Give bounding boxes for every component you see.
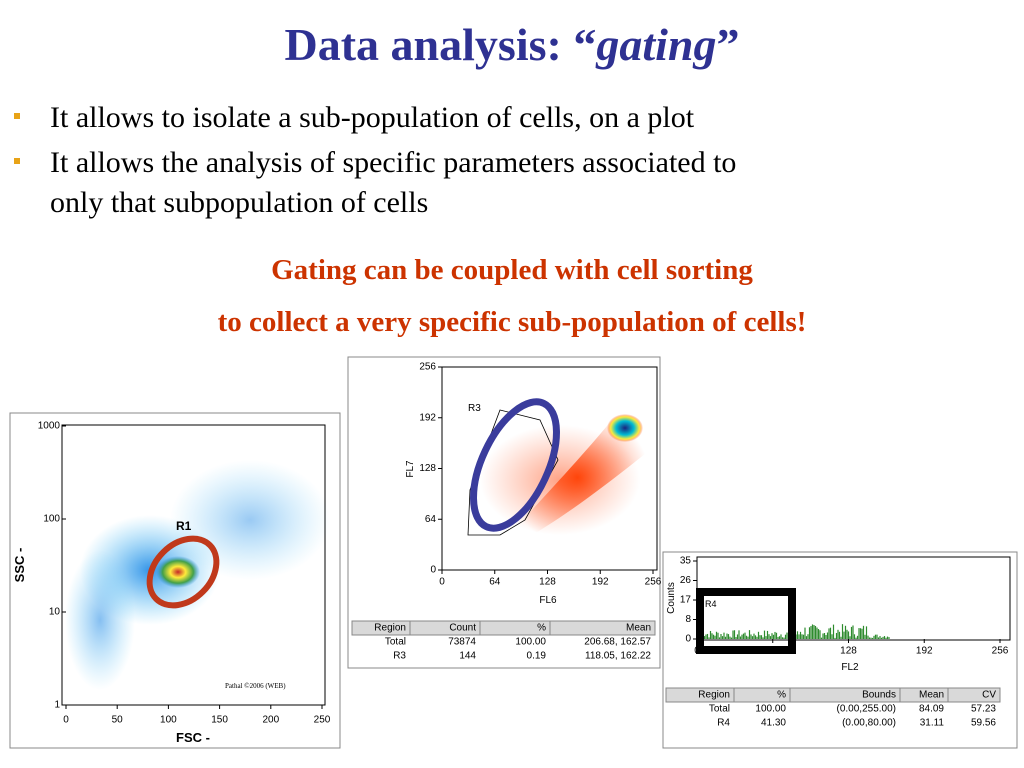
x-tick-label: 64 (489, 577, 501, 588)
y-tick-label: 10 (49, 607, 61, 618)
title-emphasis: gating (595, 19, 716, 70)
x-tick-label: 0 (439, 577, 445, 588)
table-header: Region (698, 690, 730, 701)
x-label: FSC - (176, 730, 210, 745)
bullet: It allows the analysis of specific param… (50, 146, 736, 179)
x-tick-label: 250 (314, 715, 331, 726)
bullet: It allows to isolate a sub-population of… (50, 101, 695, 134)
table-cell: 144 (459, 651, 476, 662)
density (170, 460, 330, 580)
table-header: Mean (919, 690, 944, 701)
table-header: Count (449, 623, 476, 634)
table-cell: (0.00,80.00) (842, 718, 896, 729)
y-tick-label: 17 (680, 595, 692, 606)
x-tick-label: 200 (262, 715, 279, 726)
table-header: % (777, 690, 786, 701)
title-text: ” (716, 19, 739, 70)
region-label: R1 (176, 519, 192, 533)
density-core (156, 556, 200, 588)
table-cell: 59.56 (971, 718, 996, 729)
table-cell: (0.00,255.00) (837, 704, 897, 715)
table-header-bg (351, 620, 656, 636)
x-label: FL2 (841, 662, 859, 673)
x-tick-label: 50 (112, 715, 124, 726)
title: Data analysis: “gating” (285, 19, 740, 70)
table-cell: R4 (717, 718, 730, 729)
x-tick-label: 0 (63, 715, 69, 726)
gate-circle (470, 398, 560, 532)
y-tick-label: 192 (419, 412, 436, 423)
bullet-marker (14, 158, 20, 164)
y-label: Counts (666, 582, 677, 614)
y-tick-label: 1000 (38, 421, 61, 432)
y-tick-label: 0 (430, 565, 436, 576)
table-cell: 31.11 (920, 718, 945, 729)
table-cell: 0.19 (527, 651, 547, 662)
bullet-marker (14, 113, 20, 119)
table-cell: R3 (393, 651, 406, 662)
region-label: R4 (705, 599, 717, 609)
y-tick-label: 8 (685, 614, 691, 625)
table-cell: 118.05, 162.22 (585, 651, 651, 662)
y-tick-label: 128 (419, 463, 436, 474)
table-header: Mean (626, 623, 651, 634)
x-tick-label: 128 (840, 646, 857, 657)
y-tick-label: 256 (419, 362, 436, 373)
x-tick-label: 100 (160, 715, 177, 726)
table-cell: 206.68, 162.57 (584, 637, 651, 648)
y-tick-label: 26 (680, 575, 692, 586)
y-tick-label: 0 (685, 634, 691, 645)
y-label: SSC - (12, 548, 27, 583)
y-tick-label: 1 (54, 700, 60, 711)
table-cell: 100.00 (515, 637, 546, 648)
density (480, 425, 640, 535)
density (65, 550, 135, 690)
x-tick-label: 256 (992, 646, 1009, 657)
y-label: FL7 (405, 460, 416, 478)
x-tick-label: 128 (539, 577, 556, 588)
y-tick-label: 100 (43, 514, 60, 525)
table-cell: 100.00 (755, 704, 786, 715)
x-tick-label: 64 (767, 646, 779, 657)
gate-circle (146, 535, 220, 609)
highlight: to collect a very specific sub-populatio… (218, 306, 807, 338)
bullet: only that subpopulation of cells (50, 186, 428, 219)
x-tick-label: 192 (592, 577, 609, 588)
plot-area (61, 424, 326, 706)
x-tick-label: 0 (694, 646, 700, 657)
table-cell: Total (709, 704, 730, 715)
density-core (607, 414, 643, 442)
table-cell: Total (385, 637, 406, 648)
region-label: R3 (468, 403, 481, 414)
y-tick-label: 35 (680, 556, 692, 567)
table-cell: 73874 (448, 637, 476, 648)
table-header: CV (982, 690, 996, 701)
gate-box (696, 588, 796, 654)
x-tick-label: 256 (645, 577, 662, 588)
gate-polygon (467, 409, 559, 536)
histogram (699, 624, 890, 639)
table-header: Bounds (862, 690, 896, 701)
table-cell: 84.09 (919, 704, 944, 715)
table-header: % (537, 623, 546, 634)
table-cell: 57.23 (971, 704, 996, 715)
table-cell: 41.30 (761, 718, 786, 729)
credit: Pathal ©2006 (WEB) (225, 682, 286, 690)
table-header-bg (665, 687, 1001, 703)
y-tick-label: 64 (425, 514, 437, 525)
table-header: Region (374, 623, 406, 634)
title-text: Data analysis: “ (285, 19, 597, 70)
x-tick-label: 150 (211, 715, 228, 726)
x-tick-label: 192 (916, 646, 933, 657)
highlight: Gating can be coupled with cell sorting (271, 254, 753, 286)
x-label: FL6 (539, 595, 557, 606)
